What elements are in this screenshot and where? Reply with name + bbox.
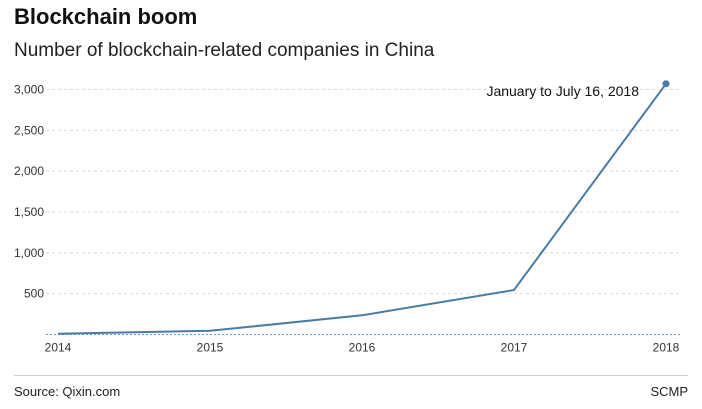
y-axis-ticks: 500 1,000 1,500 2,000 2,500 3,000 — [14, 83, 44, 301]
y-tick-label: 3,000 — [14, 83, 44, 97]
brand-label: SCMP — [650, 384, 688, 399]
x-tick-label: 2018 — [653, 341, 680, 355]
chart-subtitle: Number of blockchain-related companies i… — [14, 40, 435, 61]
endpoint-marker — [662, 80, 670, 88]
y-tick-label: 2,000 — [14, 164, 44, 178]
y-tick-label: 1,000 — [14, 246, 44, 260]
series-line — [57, 83, 667, 335]
y-tick-label: 2,500 — [14, 123, 44, 137]
footer-divider — [14, 375, 688, 376]
endpoint-annotation: January to July 16, 2018 — [486, 83, 639, 99]
grid-lines — [46, 89, 680, 295]
x-tick-label: 2016 — [349, 341, 376, 355]
y-tick-label: 1,500 — [14, 205, 44, 219]
x-tick-label: 2014 — [45, 341, 72, 355]
x-axis-ticks: 2014 2015 2016 2017 2018 — [45, 341, 680, 355]
chart-title: Blockchain boom — [14, 4, 198, 29]
y-tick-label: 500 — [24, 287, 44, 301]
x-tick-label: 2017 — [501, 341, 528, 355]
source-note: Source: Qixin.com — [14, 384, 121, 399]
x-tick-label: 2015 — [197, 341, 224, 355]
